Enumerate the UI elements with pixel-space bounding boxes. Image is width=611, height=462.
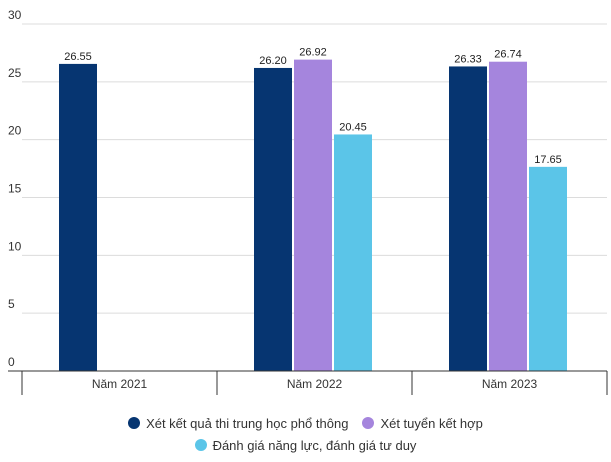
y-tick-20: 20 [8, 124, 22, 138]
bar-1-1 [294, 59, 332, 371]
y-tick-0: 0 [8, 355, 15, 369]
legend-item-ket-hop: Xét tuyển kết hợp [362, 415, 483, 431]
legend-item-thpt: Xét kết quả thi trung học phổ thông [128, 416, 348, 431]
legend: Xét kết quả thi trung học phổ thông Xét … [0, 412, 611, 456]
bar-1-0 [254, 67, 292, 371]
value-label-1-2: 20.45 [339, 121, 367, 133]
bars [59, 59, 567, 371]
legend-label-thpt: Xét kết quả thi trung học phổ thông [146, 415, 349, 431]
bar-2-2 [529, 166, 567, 371]
y-tick-5: 5 [8, 297, 15, 311]
x-tick-0: Năm 2021 [92, 377, 148, 391]
legend-dot-danh-gia [194, 439, 207, 451]
bar-1-2 [334, 134, 372, 371]
y-tick-30: 30 [8, 8, 22, 22]
value-label-1-0: 26.20 [259, 55, 287, 67]
legend-row-2: Đánh giá năng lực, đánh giá tư duy [0, 434, 611, 456]
y-tick-15: 15 [8, 182, 22, 196]
value-label-1-1: 26.92 [299, 47, 327, 59]
legend-row-1: Xét kết quả thi trung học phổ thông Xét … [0, 412, 611, 434]
value-label-2-1: 26.74 [494, 49, 522, 61]
y-tick-10: 10 [8, 239, 22, 253]
legend-item-danh-gia: Đánh giá năng lực, đánh giá tư duy [194, 437, 417, 453]
y-tick-25: 25 [8, 66, 22, 80]
value-label-0-0: 26.55 [64, 51, 92, 63]
bar-0-0 [59, 63, 97, 371]
y-axis-ticks: 0 5 10 15 20 25 30 [8, 8, 22, 369]
legend-dot-thpt [128, 417, 141, 429]
value-label-2-0: 26.33 [454, 53, 482, 65]
legend-dot-ket-hop [362, 417, 375, 429]
value-labels: 26.55 26.20 26.92 20.45 26.33 26.74 17.65 [64, 47, 562, 166]
bar-2-1 [489, 61, 527, 371]
legend-label-danh-gia: Đánh giá năng lực, đánh giá tư duy [212, 437, 417, 453]
bar-2-0 [449, 66, 487, 371]
x-axis: Năm 2021 Năm 2022 Năm 2023 [8, 370, 608, 395]
value-label-2-2: 17.65 [534, 154, 562, 166]
x-tick-1: Năm 2022 [287, 377, 343, 391]
x-tick-2: Năm 2023 [482, 377, 538, 391]
legend-label-ket-hop: Xét tuyển kết hợp [380, 415, 483, 431]
